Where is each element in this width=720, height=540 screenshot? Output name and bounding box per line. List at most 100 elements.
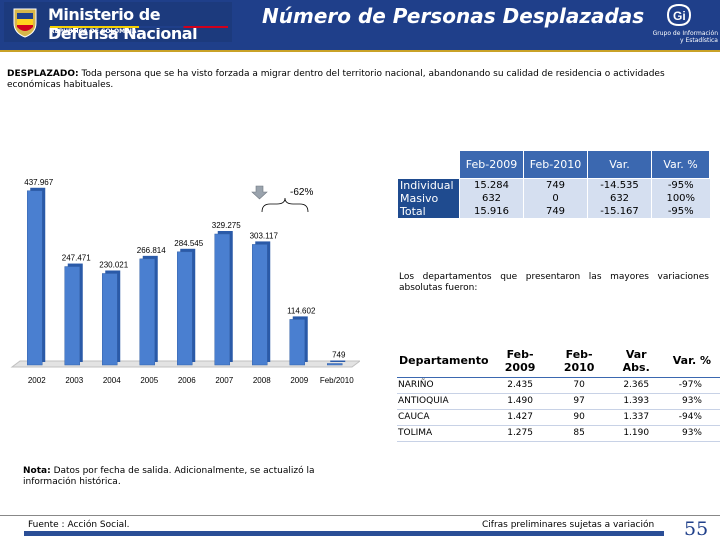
svg-text:Gi: Gi [673,9,686,23]
table-cell: -97% [663,377,720,394]
table-cell: 749 [523,178,588,192]
table-row: NARIÑO 2.435 70 2.365 -97% [397,377,720,394]
x-tick-label: 2002 [28,376,46,385]
bar-data-label: 749 [332,351,346,360]
dept-header-row: Departamento Feb-2009 Feb-2010 Var Abs. … [397,345,720,378]
bar [139,258,155,366]
summary-header-cell: Var. % [651,150,710,179]
page-number: 55 [684,518,709,540]
table-row: TOLIMA 1.275 85 1.190 93% [397,425,720,442]
bar-data-label: 329.275 [212,221,241,230]
dept-header-cell: Feb-2010 [549,345,609,378]
table-cell: -15.167 [587,204,652,218]
bar-data-label: 284.545 [174,239,203,248]
definition-term: DESPLAZADO: [7,69,79,79]
bar [177,251,193,366]
x-tick-label: 2009 [290,376,308,385]
footer-divider [0,515,720,516]
table-cell: 70 [549,377,609,394]
ministry-name: Ministerio de Defensa Nacional [48,5,198,43]
table-cell: 749 [523,204,588,218]
bar [327,363,343,366]
bar [102,273,118,366]
summary-header-row: Feb-2009 Feb-2010 Var. Var. % [397,150,710,179]
departments-intro: Los departamentos que presentaron las ma… [399,272,709,293]
table-cell: 0 [523,191,588,205]
table-row: Total 15.916 749 -15.167 -95% [397,204,710,218]
row-label: Masivo [397,191,460,205]
dept-header-cell: Feb-2009 [490,345,550,378]
x-tick-label: 2004 [103,376,121,385]
bar [64,266,80,366]
table-cell: 90 [549,409,609,426]
table-cell: 1.427 [490,409,550,426]
table-cell: 1.190 [608,425,664,442]
table-cell: 2.435 [490,377,550,394]
bar [289,319,305,366]
row-label: Total [397,204,460,218]
bar-depth [330,360,346,362]
table-cell: 2.365 [608,377,664,394]
table-row: Masivo 632 0 632 100% [397,191,710,205]
table-cell: 100% [651,191,710,205]
table-row: CAUCA 1.427 90 1.337 -94% [397,409,720,426]
group-label-line2: y Estadística [679,37,718,44]
displaced-persons-bar-chart: 437.967 2002 247.471 2003 230.021 2004 266.814… [10,178,360,385]
coat-of-arms-icon [13,8,37,38]
table-cell: 15.916 [459,204,524,218]
departments-table: Departamento Feb-2009 Feb-2010 Var Abs. … [397,345,720,442]
bar [27,190,43,366]
footer-bar [24,531,664,536]
x-tick-label: Feb/2010 [320,376,354,385]
bar [214,233,230,366]
flag-stripe [50,26,228,28]
x-tick-label: 2003 [65,376,83,385]
page-title: Número de Personas Desplazadas [262,4,645,28]
summary-table: Feb-2009 Feb-2010 Var. Var. % Individual… [397,150,710,218]
footer-disclaimer: Cifras preliminares sujetas a variación [482,520,655,530]
table-cell: 1.275 [490,425,550,442]
ministry-logo: Ministerio de Defensa Nacional REPUBLICA… [4,2,232,43]
table-cell: -94% [663,409,720,426]
header-divider [0,50,720,52]
bar [252,244,268,366]
table-cell: 1.393 [608,393,664,410]
table-cell: -95% [651,178,710,192]
variation-bracket [261,197,309,213]
table-row: ANTIOQUIA 1.490 97 1.393 93% [397,393,720,410]
table-cell: -14.535 [587,178,652,192]
dept-name: CAUCA [397,409,491,426]
gi-logo-icon: Gi [666,3,692,27]
bar-data-label: 230.021 [99,260,128,269]
dept-header-cell: Var Abs. [608,345,664,378]
table-cell: -95% [651,204,710,218]
summary-header-cell: Var. [587,150,652,179]
x-tick-label: 2007 [215,376,233,385]
bar-data-label: 247.471 [62,254,91,263]
summary-header-cell: Feb-2009 [459,150,524,179]
down-arrow-icon [251,185,268,200]
dept-name: NARIÑO [397,377,491,394]
table-cell: 97 [549,393,609,410]
summary-header-blank [397,150,460,179]
group-label-line1: Grupo de Información [652,30,718,37]
group-label: Grupo de Información y Estadística [640,30,718,44]
dept-name: ANTIOQUIA [397,393,491,410]
dept-header-cell: Departamento [397,345,491,378]
definition-body: Toda persona que se ha visto forzada a m… [7,69,665,90]
summary-header-cell: Feb-2010 [523,150,588,179]
x-tick-label: 2006 [178,376,196,385]
note-text: Nota: Datos por fecha de salida. Adicion… [23,466,363,488]
bar-data-label: 114.602 [287,306,316,315]
footer-source: Fuente : Acción Social. [28,520,130,530]
table-cell: 93% [663,425,720,442]
definition-text: DESPLAZADO: Toda persona que se ha visto… [7,69,713,91]
x-tick-label: 2008 [253,376,271,385]
bar-data-label: 303.117 [250,231,279,240]
republic-label: REPUBLICA DE COLOMBIA [50,28,137,35]
table-cell: 1.337 [608,409,664,426]
table-cell: 85 [549,425,609,442]
dept-name: TOLIMA [397,425,491,442]
variation-annotation: -62% [290,187,313,198]
note-body: Datos por fecha de salida. Adicionalment… [23,466,315,487]
